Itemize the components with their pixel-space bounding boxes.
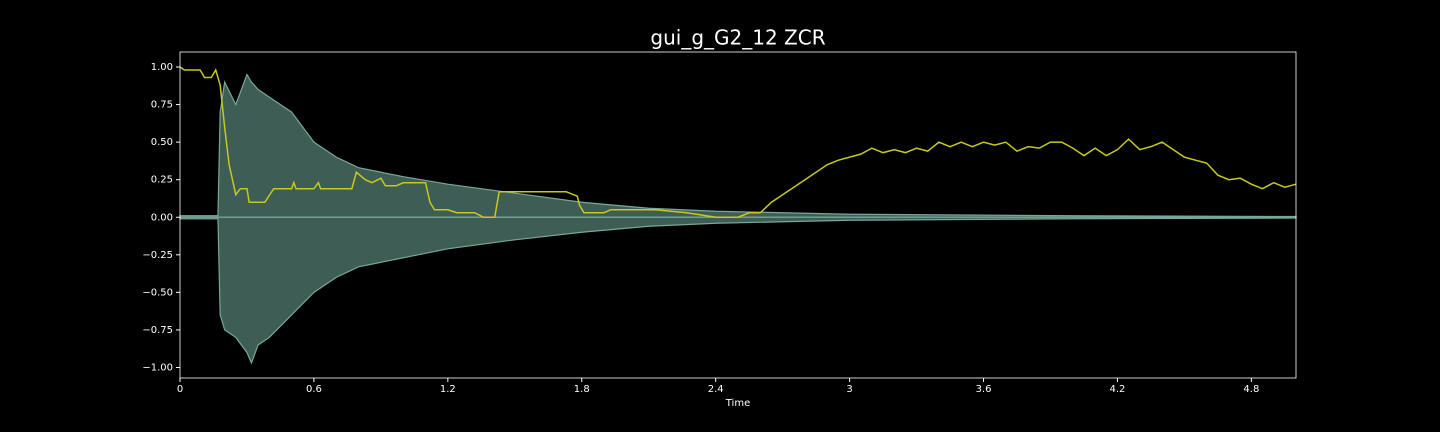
y-tick-label: −0.25 xyxy=(142,250,173,261)
x-tick-label: 4.2 xyxy=(1109,384,1125,395)
x-tick-label: 2.4 xyxy=(708,384,724,395)
x-axis-label: Time xyxy=(725,398,750,409)
y-tick-label: −0.75 xyxy=(142,325,173,336)
x-tick-label: 4.8 xyxy=(1243,384,1259,395)
y-tick-label: 0.25 xyxy=(151,175,173,186)
y-tick-label: 1.00 xyxy=(151,62,173,73)
y-tick-label: 0.50 xyxy=(151,137,173,148)
x-tick-label: 0.6 xyxy=(306,384,322,395)
x-tick-label: 1.2 xyxy=(440,384,456,395)
plot-frame xyxy=(179,51,1297,379)
waveform-upper xyxy=(179,73,1297,218)
zcr-line xyxy=(179,66,1297,219)
x-tick-label: 0 xyxy=(177,384,183,395)
y-tick-label: 0.00 xyxy=(151,212,173,223)
waveform-lower xyxy=(179,216,1297,365)
y-tick-label: −1.00 xyxy=(142,362,173,373)
chart-title: gui_g_G2_12 ZCR xyxy=(650,26,825,50)
y-tick-label: 0.75 xyxy=(151,100,173,111)
x-tick-label: 3 xyxy=(846,384,852,395)
x-tick-label: 3.6 xyxy=(976,384,992,395)
y-tick-label: −0.50 xyxy=(142,287,173,298)
x-tick-label: 1.8 xyxy=(574,384,590,395)
